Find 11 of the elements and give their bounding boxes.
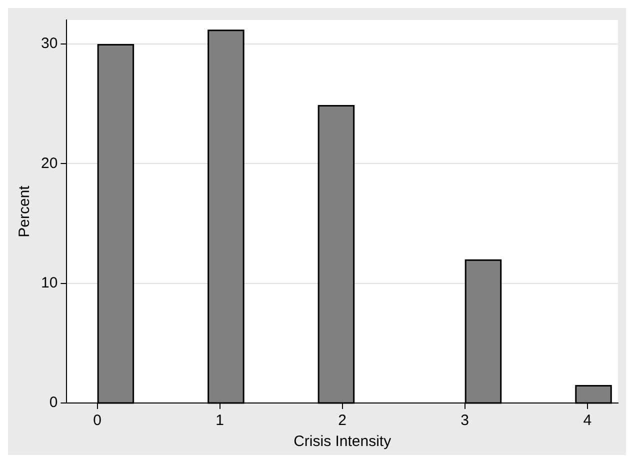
x-tick-label: 4 — [583, 412, 592, 430]
y-tick-label: 20 — [40, 154, 58, 172]
x-tick-label: 1 — [216, 412, 224, 430]
x-tick-label: 2 — [338, 412, 347, 430]
y-tick-label: 0 — [49, 394, 58, 412]
y-axis-title: Percent — [16, 184, 34, 238]
y-tick-label: 10 — [40, 274, 58, 292]
x-tick-label: 3 — [460, 412, 470, 430]
x-tick-label: 0 — [93, 412, 102, 430]
x-axis-title: Crisis Intensity — [294, 433, 392, 450]
y-tick-label: 30 — [40, 35, 58, 52]
